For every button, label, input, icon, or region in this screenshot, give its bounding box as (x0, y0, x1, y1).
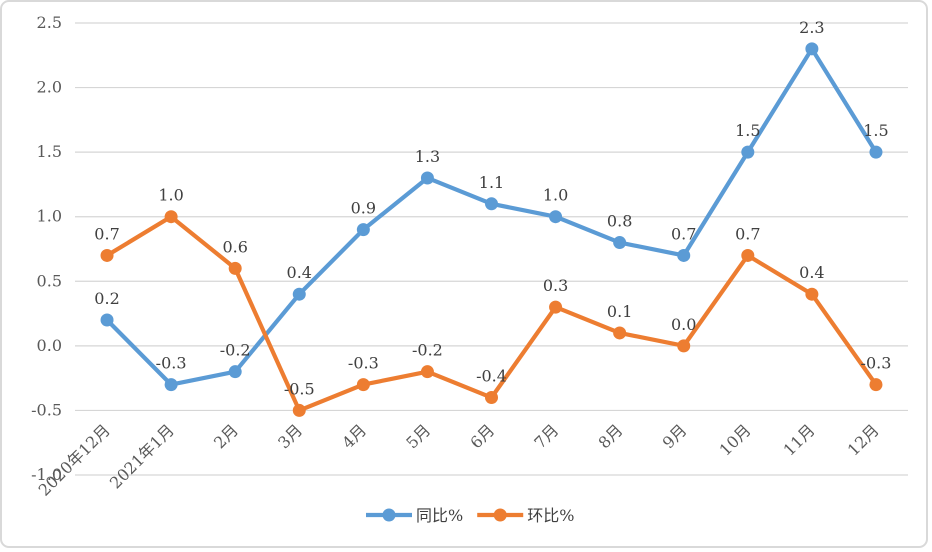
data-point-marker[interactable] (228, 365, 242, 379)
data-label: 0.9 (351, 199, 376, 218)
data-point-marker[interactable] (677, 339, 691, 353)
y-axis-tick-label: -1.0 (31, 465, 62, 484)
legend-marker-icon (493, 508, 507, 522)
data-label: 2.3 (799, 18, 824, 37)
data-point-marker[interactable] (613, 326, 627, 340)
data-label: -0.3 (861, 354, 892, 373)
legend-item-0[interactable]: 同比% (366, 506, 463, 525)
data-label: 0.7 (671, 224, 696, 243)
x-axis-category-label: 4月 (338, 420, 370, 452)
data-label: -0.3 (348, 354, 379, 373)
data-point-marker[interactable] (613, 236, 627, 250)
x-axis-category-label: 8月 (595, 420, 627, 452)
y-axis-tick-label: 0.0 (37, 336, 62, 355)
legend-label: 同比% (416, 506, 463, 525)
x-axis-category-label: 10月 (715, 420, 754, 459)
data-label: 0.7 (735, 224, 760, 243)
data-label: -0.4 (476, 367, 507, 386)
x-axis-category-label: 2月 (210, 420, 242, 452)
data-point-marker[interactable] (228, 261, 242, 275)
data-label: 0.4 (287, 263, 312, 282)
data-label: 0.4 (799, 263, 824, 282)
data-label: 0.2 (94, 289, 119, 308)
x-axis-category-label: 6月 (466, 420, 498, 452)
legend-marker-icon (382, 508, 396, 522)
data-label: 1.0 (543, 186, 568, 205)
data-point-marker[interactable] (356, 378, 370, 392)
data-label: 0.8 (607, 212, 632, 231)
data-point-marker[interactable] (869, 145, 883, 159)
data-point-marker[interactable] (869, 378, 883, 392)
data-label: 1.1 (479, 173, 504, 192)
data-point-marker[interactable] (741, 248, 755, 262)
data-point-marker[interactable] (164, 210, 178, 224)
data-point-marker[interactable] (420, 171, 434, 185)
data-point-marker[interactable] (485, 197, 498, 211)
data-point-marker[interactable] (164, 378, 178, 392)
data-label: 0.3 (543, 276, 568, 295)
data-point-marker[interactable] (677, 248, 691, 262)
data-point-marker[interactable] (356, 223, 370, 237)
data-label: 0.7 (94, 224, 119, 243)
data-point-marker[interactable] (805, 287, 819, 301)
data-point-marker[interactable] (805, 42, 819, 56)
data-point-marker[interactable] (549, 300, 563, 314)
y-axis-tick-label: 1.5 (37, 142, 62, 161)
data-label: -0.2 (412, 341, 443, 360)
data-point-marker[interactable] (485, 391, 498, 405)
data-label: -0.3 (156, 354, 187, 373)
data-point-marker[interactable] (100, 248, 114, 262)
y-axis-tick-label: -0.5 (31, 400, 62, 419)
legend-item-1[interactable]: 环比% (477, 506, 574, 525)
data-label: 0.1 (607, 302, 632, 321)
x-axis-category-label: 11月 (780, 420, 819, 459)
y-axis-tick-label: 2.0 (37, 78, 62, 97)
x-axis-category-label: 9月 (659, 420, 691, 452)
x-axis-category-label: 5月 (402, 420, 434, 452)
legend-label: 环比% (527, 506, 574, 525)
data-point-marker[interactable] (100, 313, 114, 327)
y-axis-tick-label: 1.0 (37, 207, 62, 226)
x-axis-category-label: 12月 (844, 420, 883, 459)
x-axis-category-label: 2021年1月 (106, 420, 178, 492)
data-point-marker[interactable] (549, 210, 563, 224)
x-axis-category-label: 7月 (530, 420, 562, 452)
data-label: 1.5 (863, 121, 888, 140)
y-axis-tick-label: 2.5 (37, 13, 62, 32)
data-label: 1.0 (158, 186, 183, 205)
data-point-marker[interactable] (292, 403, 306, 417)
y-axis-tick-label: 0.5 (37, 271, 62, 290)
data-point-marker[interactable] (292, 287, 306, 301)
x-axis-category-label: 3月 (274, 420, 306, 452)
data-point-marker[interactable] (741, 145, 755, 159)
data-label: -0.5 (284, 379, 315, 398)
data-label: 1.3 (415, 147, 440, 166)
data-label: -0.2 (220, 341, 251, 360)
data-label: 0.0 (671, 315, 696, 334)
x-axis-category-label: 2020年12月 (35, 420, 114, 499)
data-point-marker[interactable] (420, 365, 434, 379)
data-label: 1.5 (735, 121, 760, 140)
data-label: 0.6 (222, 237, 247, 256)
